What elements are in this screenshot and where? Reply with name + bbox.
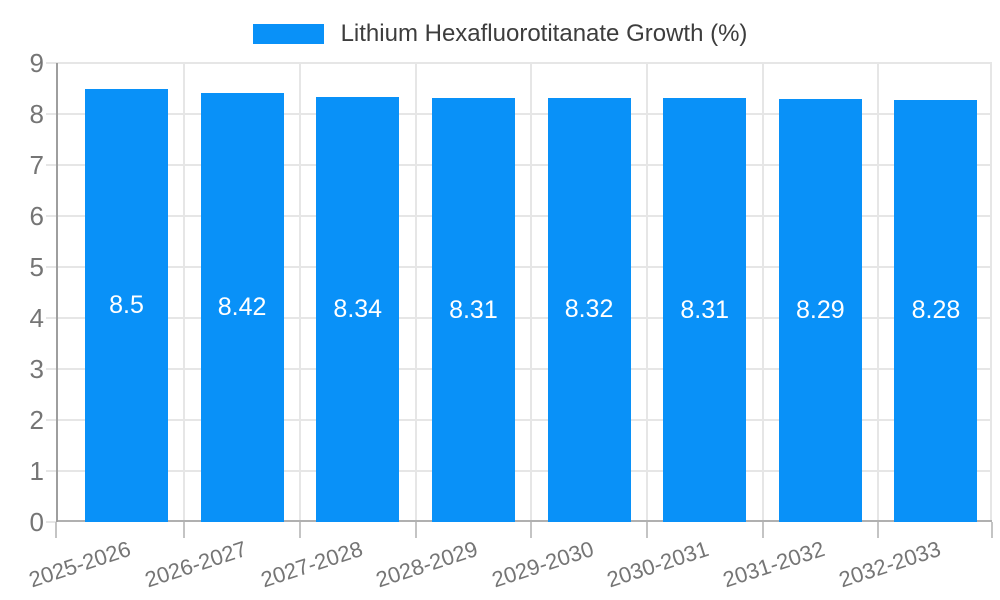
x-tick-label: 2030-2031 <box>604 536 713 593</box>
y-axis-line <box>56 63 58 522</box>
y-tick-label: 0 <box>29 507 44 537</box>
legend: Lithium Hexafluorotitanate Growth (%) <box>0 20 1000 48</box>
y-tick-label: 8 <box>29 99 44 129</box>
gridline-horizontal <box>56 62 992 64</box>
bar-value-label: 8.42 <box>217 292 267 321</box>
gridline-vertical <box>183 63 186 522</box>
bar[interactable]: 8.5 <box>85 88 168 522</box>
legend-item[interactable]: Lithium Hexafluorotitanate Growth (%) <box>252 20 748 48</box>
x-axis-tick <box>645 522 648 538</box>
bar-value-label: 8.28 <box>911 296 961 325</box>
gridline-horizontal <box>56 470 992 472</box>
gridline-horizontal <box>56 368 992 370</box>
bar-value-label: 8.31 <box>680 295 730 324</box>
bar-value-label: 8.31 <box>449 295 498 324</box>
y-axis-tick <box>46 368 56 370</box>
plot-right-border <box>990 63 992 522</box>
y-axis-tick <box>46 215 56 217</box>
x-axis-tick <box>414 522 417 538</box>
x-tick-label: 2032-2033 <box>835 536 944 593</box>
x-tick-label: 2027-2028 <box>257 536 366 593</box>
y-tick-label: 3 <box>29 354 44 384</box>
gridline-horizontal <box>56 113 992 115</box>
y-axis-tick <box>46 419 56 421</box>
bar[interactable]: 8.42 <box>200 92 284 522</box>
plot-area: 0 1 2 3 4 5 6 7 8 9 8.5 8.42 8.34 8.31 8.32 8.31 8.29 8.2… <box>26 49 993 592</box>
x-axis-tick <box>183 522 186 538</box>
y-axis-tick <box>46 317 56 319</box>
bar[interactable]: 8.31 <box>431 98 515 522</box>
bar[interactable]: 8.28 <box>894 99 978 522</box>
bar[interactable]: 8.32 <box>547 97 631 522</box>
y-tick-label: 2 <box>29 405 44 435</box>
y-axis-tick <box>46 113 56 115</box>
legend-label: Lithium Hexafluorotitanate Growth (%) <box>340 20 748 47</box>
x-tick-label: 2029-2030 <box>488 536 597 593</box>
gridline-vertical <box>414 63 417 522</box>
x-axis-tick <box>55 522 57 538</box>
gridline-horizontal <box>56 419 992 421</box>
gridline-vertical <box>877 63 880 522</box>
y-tick-label: 9 <box>29 48 44 78</box>
x-axis-tick <box>761 522 764 538</box>
gridline-horizontal <box>56 164 992 166</box>
y-tick-label: 1 <box>29 456 44 486</box>
gridline-horizontal <box>56 215 992 217</box>
y-axis-tick <box>46 62 56 64</box>
bar-value-label: 8.32 <box>564 295 614 324</box>
gridline-vertical <box>298 63 301 522</box>
x-tick-label: 2026-2027 <box>141 536 250 593</box>
bar[interactable]: 8.29 <box>778 99 862 522</box>
y-tick-label: 5 <box>29 252 44 282</box>
x-tick-label: 2028-2029 <box>373 536 481 593</box>
x-tick-label: 2025-2026 <box>26 536 134 593</box>
bar-value-label: 8.5 <box>109 290 144 319</box>
bar-value-label: 8.34 <box>333 294 383 323</box>
gridline-vertical <box>530 63 533 522</box>
y-axis-tick <box>46 266 56 268</box>
y-axis-tick <box>46 470 56 472</box>
bar[interactable]: 8.34 <box>316 96 400 522</box>
x-axis-tick <box>298 522 301 538</box>
x-axis-tick <box>877 522 880 538</box>
x-axis-tick <box>530 522 533 538</box>
y-tick-label: 7 <box>29 150 44 180</box>
legend-swatch-icon <box>252 24 324 44</box>
gridline-vertical <box>761 63 764 522</box>
y-axis-tick <box>46 164 56 166</box>
x-axis-tick <box>991 522 993 538</box>
x-tick-label: 2031-2032 <box>719 536 828 593</box>
x-axis-line <box>56 520 992 522</box>
bar-value-label: 8.29 <box>795 296 845 325</box>
y-axis-tick <box>46 521 56 523</box>
bar[interactable]: 8.31 <box>663 98 747 522</box>
y-tick-label: 4 <box>29 303 44 333</box>
gridline-vertical <box>645 63 648 522</box>
y-tick-label: 6 <box>29 201 44 231</box>
gridline-horizontal <box>56 317 992 319</box>
gridline-horizontal <box>56 266 992 268</box>
